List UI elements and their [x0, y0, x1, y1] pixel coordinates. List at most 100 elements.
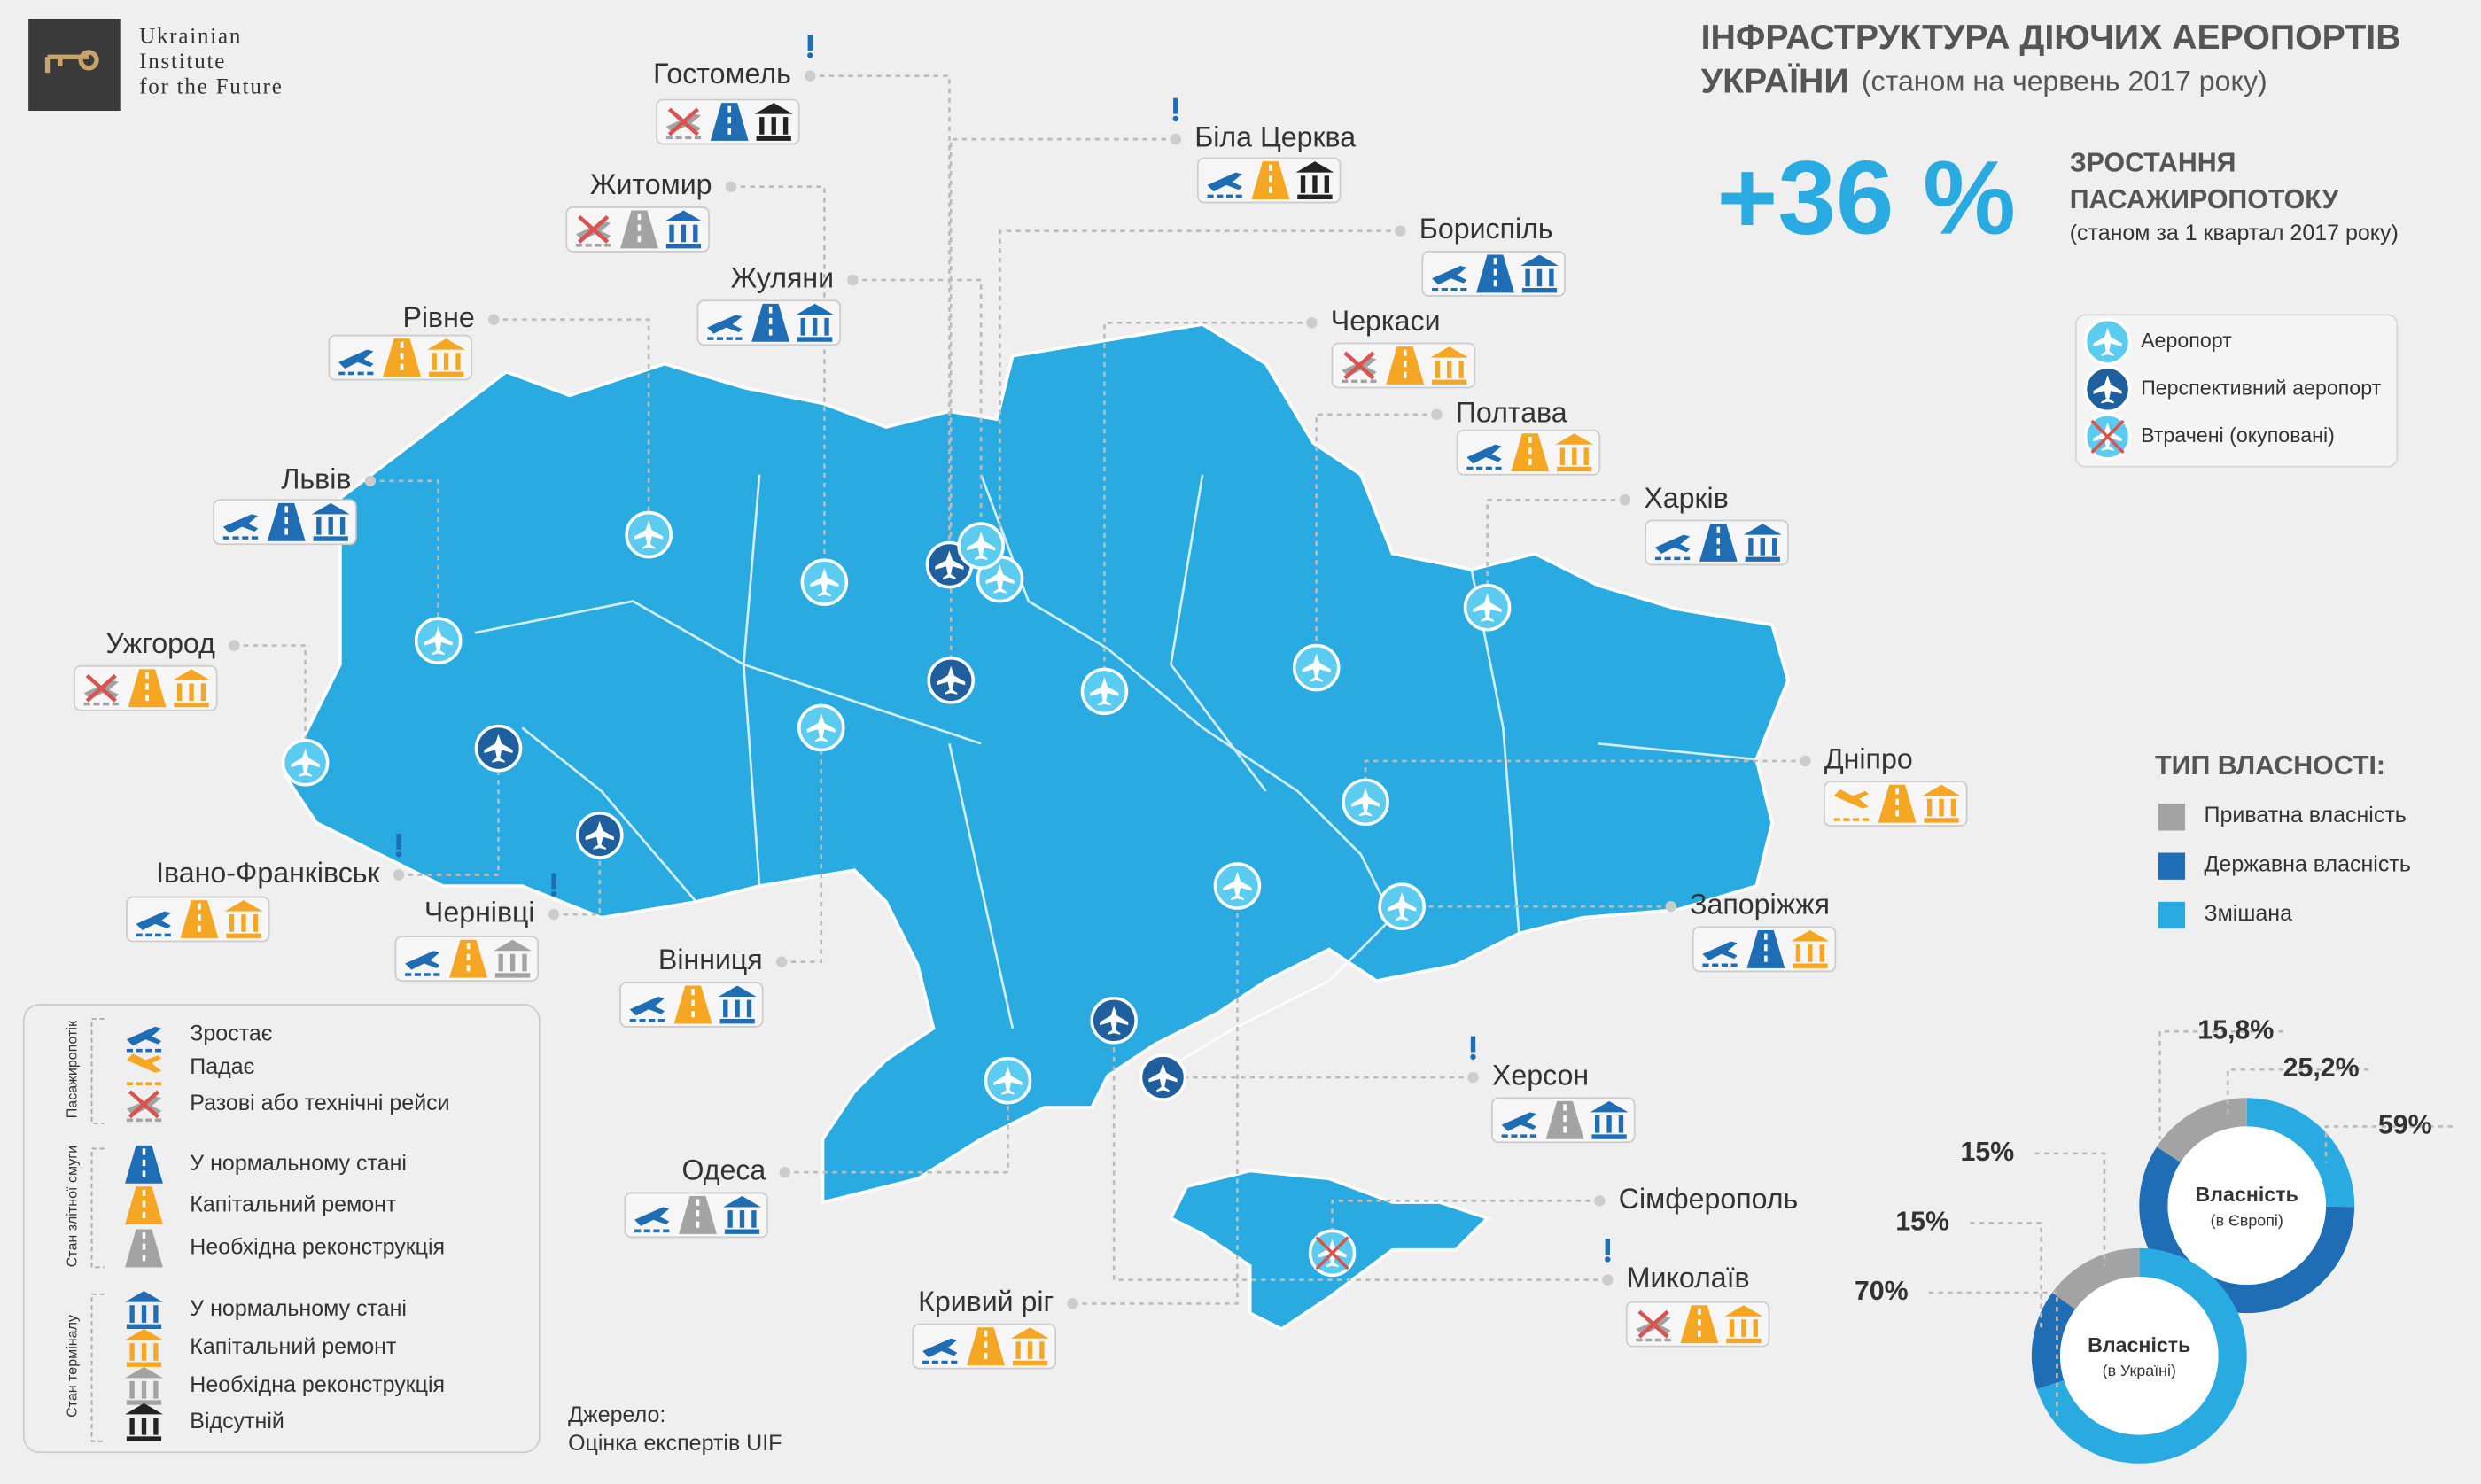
- legend-group-title: Стан злітної смуги: [64, 1146, 80, 1267]
- legend-bracket: [90, 1018, 105, 1124]
- traffic-icon: [634, 1207, 670, 1226]
- title-rest: (станом на червень 2017 року): [1862, 66, 2267, 97]
- traffic-icon: [922, 1338, 958, 1358]
- leader-dot: [775, 956, 788, 967]
- donut-slice: [2031, 1292, 2076, 1389]
- traffic-icon: [338, 349, 374, 369]
- terminal-icon: [125, 1329, 163, 1367]
- leader-line: [731, 185, 826, 583]
- leader-dot: [1431, 408, 1443, 421]
- donut-value-label: 15,8%: [2197, 1015, 2274, 1045]
- warning-dot: [1605, 1256, 1611, 1263]
- terminal-icon: [723, 1196, 761, 1234]
- leader-line: [399, 748, 500, 876]
- leader-dot: [847, 274, 859, 286]
- warning-dot: [1172, 115, 1178, 122]
- legend-bracket: [90, 1293, 105, 1442]
- warning-dot: [1470, 1053, 1476, 1061]
- airport-plane: [1473, 593, 1502, 622]
- traffic-icon: [1654, 534, 1691, 554]
- lost-cross: [1315, 1236, 1349, 1270]
- logo-text: Institute: [139, 50, 226, 74]
- leader-dot: [1594, 1195, 1606, 1207]
- leader-dot: [1395, 225, 1406, 237]
- legend-label: У нормальному стані: [190, 1151, 407, 1176]
- terminal-icon: [1430, 346, 1469, 385]
- legend-label: Капітальний ремонт: [190, 1192, 397, 1216]
- leader-dot: [487, 314, 500, 325]
- donut-slice: [2157, 1098, 2247, 1162]
- donut-leader: [2324, 1125, 2453, 1163]
- airport-name: Ужгород: [105, 627, 215, 659]
- airport-plane: [1388, 892, 1417, 921]
- legend-group-title: Стан терміналу: [64, 1315, 80, 1418]
- leader-line: [852, 278, 983, 547]
- airport-plane: [634, 520, 664, 549]
- donut-value-label: 25,2%: [2283, 1053, 2360, 1083]
- airport-name: Бориспіль: [1419, 213, 1553, 245]
- traffic-icon: [1833, 789, 1869, 809]
- logo-mark: [28, 19, 121, 111]
- ownership-label: Змішана: [2205, 901, 2293, 926]
- airport-name: Гостомель: [653, 58, 791, 89]
- airport-name: Черкаси: [1331, 305, 1441, 337]
- airport-name: Івано-Франківськ: [156, 857, 380, 889]
- donut-leader: [1928, 1291, 2058, 1417]
- airport-plane: [1148, 1063, 1178, 1092]
- legend-label: Перспективний аеропорт: [2141, 376, 2382, 399]
- warning-mark: [1173, 97, 1178, 114]
- traffic-icon: [1702, 941, 1738, 960]
- airport-plane: [1223, 871, 1252, 901]
- donut-value-label: 15%: [1895, 1207, 1949, 1236]
- airport-plane: [2093, 375, 2122, 404]
- donut-value-label: 15%: [1960, 1138, 2014, 1167]
- leader-line: [234, 644, 307, 763]
- airport-plane: [484, 734, 513, 763]
- donut-leader: [1970, 1222, 2042, 1329]
- leader-line: [369, 479, 439, 641]
- leader-dot: [393, 869, 405, 881]
- terminal-icon: [754, 103, 793, 141]
- airport-plane: [967, 532, 996, 561]
- airport-plane: [993, 1066, 1023, 1095]
- warning-mark: [396, 834, 401, 850]
- airport-name: Миколаїв: [1627, 1262, 1750, 1294]
- leader-line: [1112, 1020, 1608, 1281]
- airport-plane: [806, 713, 836, 742]
- airport-name: Сімферополь: [1619, 1183, 1798, 1215]
- terminal-icon: [1011, 1327, 1049, 1366]
- airport-plane: [810, 568, 839, 597]
- ownership-swatch: [2158, 852, 2186, 880]
- leader-line: [1331, 1200, 1600, 1254]
- terminal-icon: [718, 985, 757, 1024]
- leader-dot: [779, 1166, 790, 1178]
- icon-legend-box: [22, 1004, 541, 1454]
- airport-name: Біла Церква: [1194, 121, 1356, 153]
- legend-group-title: Пасажиропотік: [64, 1020, 80, 1118]
- airport-plane: [424, 626, 453, 656]
- warning-mark: [1605, 1239, 1610, 1255]
- airport-name: Львів: [281, 462, 351, 494]
- source: Джерело:: [568, 1402, 665, 1427]
- traffic-icon: [1207, 172, 1242, 192]
- traffic-cross: [578, 214, 610, 244]
- legend-bracket: [90, 1147, 105, 1269]
- traffic-icon: [126, 1026, 162, 1046]
- stat-label: ПАСАЖИРОПОТОКУ: [2070, 185, 2340, 214]
- airport-plane: [985, 564, 1015, 594]
- airport-plane: [937, 665, 966, 695]
- airport-plane: [1351, 788, 1380, 817]
- airport-plane: [2093, 327, 2122, 356]
- traffic-icon: [405, 951, 440, 970]
- legend-label: Падає: [190, 1054, 254, 1079]
- traffic-cross: [667, 107, 699, 136]
- legend-label: Аеропорт: [2141, 329, 2232, 352]
- terminal-icon: [125, 1402, 163, 1441]
- airport-name: Кривий ріг: [918, 1286, 1054, 1317]
- airport-name: Полтава: [1456, 396, 1567, 428]
- legend-label: Необхідна реконструкція: [190, 1235, 445, 1260]
- legend-label: Відсутній: [190, 1409, 284, 1433]
- airport-name: Херсон: [1492, 1060, 1589, 1092]
- leader-dot: [1467, 1071, 1479, 1084]
- terminal-icon: [1724, 1305, 1763, 1344]
